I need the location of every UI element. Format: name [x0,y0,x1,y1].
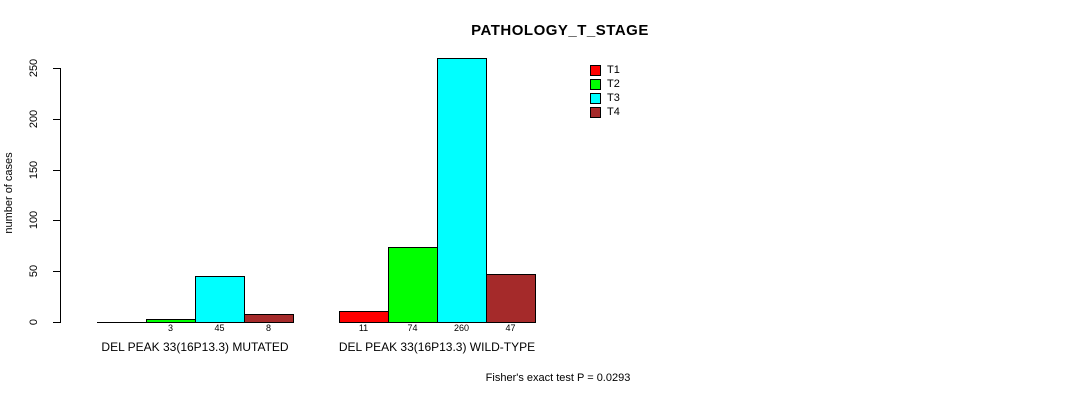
y-tick-mark [53,68,60,69]
y-tick-mark [53,119,60,120]
bar-t3 [437,58,487,323]
y-axis-line [60,68,61,323]
y-tick-mark [53,271,60,272]
y-tick-label: 50 [28,264,40,278]
legend-swatch-t2 [590,78,601,90]
y-tick-label: 100 [28,210,40,230]
y-tick-label: 150 [28,160,40,180]
legend-swatch-t3 [590,92,601,104]
bar-value-label: 3 [167,323,174,333]
y-tick-mark [53,170,60,171]
legend-item: T1 [590,63,620,77]
legend-label: T1 [607,63,620,76]
legend-item: T3 [590,91,620,105]
group-label-wild-type: DEL PEAK 33(16P13.3) WILD-TYPE [338,340,536,354]
y-tick-label: 250 [28,58,40,78]
group-label-mutated: DEL PEAK 33(16P13.3) MUTATED [101,340,289,354]
bar-value-label: 74 [407,323,418,333]
legend-item: T2 [590,77,620,91]
legend-label: T2 [607,77,620,90]
bar-value-label: 11 [358,323,369,333]
bar-value-label: 8 [265,323,272,333]
legend-label: T3 [607,91,620,104]
legend: T1 T2 T3 T4 [590,63,620,119]
bar-t4 [244,314,294,323]
y-axis-label: number of cases [3,152,15,234]
legend-swatch-t1 [590,64,601,76]
y-tick-label: 0 [28,318,40,326]
bar-value-label: 47 [505,323,516,333]
bar-t2 [388,247,438,323]
legend-label: T4 [607,105,620,118]
legend-swatch-t4 [590,106,601,118]
annotation-fisher-test: Fisher's exact test P = 0.0293 [485,372,631,384]
bar-t4 [486,274,536,323]
y-tick-mark [53,322,60,323]
bar-t1 [339,311,389,323]
bar-value-label: 260 [453,323,470,333]
legend-item: T4 [590,105,620,119]
bar-t3 [195,276,245,323]
bar-value-label: 45 [214,323,225,333]
y-tick-label: 200 [28,109,40,129]
chart-title: PATHOLOGY_T_STAGE [471,22,649,39]
y-tick-mark [53,220,60,221]
